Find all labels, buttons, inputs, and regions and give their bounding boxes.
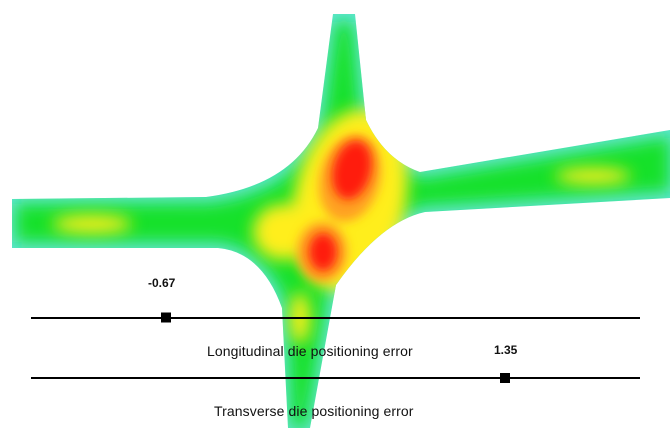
longitudinal-marker bbox=[161, 312, 171, 323]
high-strain-zone bbox=[309, 140, 372, 271]
longitudinal-value-label: -0.67 bbox=[148, 276, 176, 290]
longitudinal-scale-label: Longitudinal die positioning error bbox=[207, 343, 413, 359]
transverse-value-label: 1.35 bbox=[494, 343, 518, 357]
transverse-marker bbox=[500, 373, 510, 383]
transverse-scale-label: Transverse die positioning error bbox=[214, 403, 414, 419]
